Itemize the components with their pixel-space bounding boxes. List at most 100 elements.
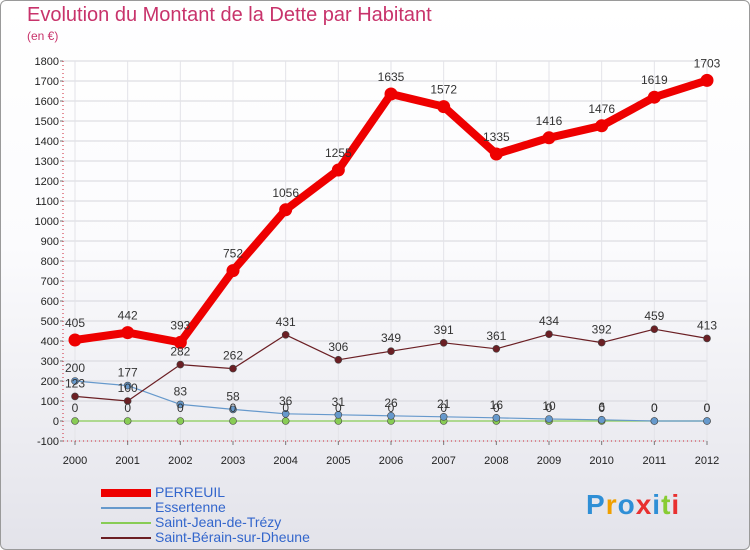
legend-swatch-saint-berain-sur-dheune: [101, 536, 151, 539]
y-tick-label: 1200: [35, 176, 59, 188]
y-tick-label: 300: [41, 356, 59, 368]
logo-letter: P: [586, 489, 606, 520]
data-point-essertenne: [545, 415, 553, 423]
data-label-saint-jean-de-trezy: 0: [493, 401, 500, 415]
data-point-saint-berain-sur-dheune: [123, 397, 132, 405]
y-tick-label: 100: [41, 396, 59, 408]
y-tick-label: 900: [41, 236, 59, 248]
y-tick-label: 700: [41, 276, 59, 288]
data-point-perreuil: [226, 264, 240, 278]
data-label-saint-berain-sur-dheune: 391: [434, 323, 454, 337]
data-point-perreuil: [700, 73, 714, 87]
legend-label-saint-jean-de-trezy: Saint-Jean-de-Trézy: [155, 514, 282, 530]
data-label-saint-jean-de-trezy: 0: [177, 401, 184, 415]
data-label-perreuil: 1416: [536, 114, 563, 128]
data-label-saint-jean-de-trezy: 0: [72, 401, 79, 415]
data-point-saint-jean-de-trezy: [71, 417, 79, 425]
data-point-perreuil: [647, 90, 661, 104]
y-tick-label: 400: [41, 336, 59, 348]
data-point-saint-berain-sur-dheune: [703, 334, 711, 343]
data-label-perreuil: 442: [118, 309, 138, 323]
data-point-saint-berain-sur-dheune: [281, 330, 290, 339]
y-tick-label: 1000: [35, 216, 59, 228]
data-label-essertenne: 26: [384, 396, 398, 410]
data-point-perreuil: [542, 131, 556, 145]
data-point-perreuil: [68, 333, 82, 347]
data-point-essertenne: [439, 412, 448, 421]
data-point-essertenne: [281, 409, 290, 418]
data-point-saint-jean-de-trezy: [123, 417, 132, 425]
data-point-saint-berain-sur-dheune: [334, 355, 343, 364]
data-label-saint-berain-sur-dheune: 434: [539, 314, 559, 328]
legend-swatch-saint-jean-de-trezy: [101, 521, 151, 524]
x-tick-label: 2003: [221, 455, 245, 467]
logo-letter: r: [605, 489, 618, 520]
x-tick-label: 2009: [537, 455, 561, 467]
x-tick-label: 2007: [431, 455, 455, 467]
data-point-essertenne: [123, 381, 132, 390]
data-point-essertenne: [387, 411, 395, 420]
data-point-essertenne: [597, 415, 606, 424]
data-point-perreuil: [437, 100, 451, 114]
data-point-perreuil: [384, 87, 398, 101]
data-label-saint-berain-sur-dheune: 100: [118, 381, 138, 395]
data-point-saint-berain-sur-dheune: [439, 338, 448, 347]
data-point-saint-jean-de-trezy: [229, 417, 237, 425]
y-tick-label: 500: [41, 316, 59, 328]
data-label-perreuil: 393: [170, 318, 190, 332]
data-label-essertenne: 0: [704, 401, 711, 415]
y-tick-label: 1800: [35, 56, 59, 68]
data-label-perreuil: 1703: [694, 56, 721, 70]
x-tick-label: 2000: [63, 455, 87, 467]
data-label-perreuil: 752: [223, 247, 243, 261]
data-label-perreuil: 1635: [378, 70, 405, 84]
data-label-saint-berain-sur-dheune: 392: [592, 323, 612, 337]
data-point-perreuil: [595, 119, 609, 133]
logo-letter: o: [617, 489, 636, 520]
data-label-saint-jean-de-trezy: 0: [230, 401, 237, 415]
x-tick-label: 2008: [484, 455, 508, 467]
data-label-perreuil: 1619: [641, 73, 668, 87]
data-label-essertenne: 83: [174, 384, 188, 398]
data-label-perreuil: 1056: [272, 186, 299, 200]
y-tick-label: 800: [41, 256, 59, 268]
data-point-perreuil: [279, 203, 293, 217]
data-label-essertenne: 58: [226, 389, 240, 403]
data-label-perreuil: 1335: [483, 130, 510, 144]
data-label-saint-jean-de-trezy: 0: [124, 401, 131, 415]
legend-label-essertenne: Essertenne: [155, 499, 226, 515]
y-tick-label: -100: [37, 436, 59, 448]
data-point-essertenne: [229, 405, 237, 414]
y-tick-label: 1300: [35, 156, 59, 168]
data-point-saint-berain-sur-dheune: [387, 347, 395, 356]
y-tick-label: 1400: [35, 136, 59, 148]
chart-subtitle: (en €): [27, 29, 59, 43]
data-point-essertenne: [703, 417, 711, 425]
y-tick-label: 200: [41, 376, 59, 388]
data-label-saint-jean-de-trezy: 0: [335, 401, 342, 415]
data-label-saint-jean-de-trezy: 0: [598, 401, 605, 415]
y-tick-label: 1100: [35, 196, 59, 208]
data-point-essertenne: [176, 400, 185, 409]
data-label-saint-jean-de-trezy: 0: [546, 401, 553, 415]
x-tick-label: 2011: [643, 455, 667, 467]
data-label-essertenne: 31: [332, 395, 346, 409]
data-point-essertenne: [492, 413, 501, 422]
data-label-perreuil: 1572: [430, 83, 457, 97]
data-label-essertenne: 21: [437, 397, 451, 411]
data-label-saint-berain-sur-dheune: 349: [381, 331, 401, 345]
legend-swatch-essertenne: [101, 506, 151, 509]
y-tick-label: 1500: [35, 116, 59, 128]
data-label-perreuil: 1255: [325, 146, 352, 160]
logo-letter: i: [671, 489, 681, 520]
legend-swatch-perreuil: [101, 488, 151, 497]
data-point-perreuil: [489, 147, 503, 161]
data-label-perreuil: 405: [65, 316, 85, 330]
data-label-saint-berain-sur-dheune: 361: [486, 329, 506, 343]
data-label-saint-berain-sur-dheune: 262: [223, 349, 243, 363]
y-tick-label: 600: [41, 296, 59, 308]
data-point-saint-berain-sur-dheune: [597, 338, 606, 347]
x-tick-label: 2005: [326, 455, 350, 467]
data-label-saint-berain-sur-dheune: 123: [65, 376, 85, 390]
x-tick-label: 2012: [695, 455, 719, 467]
